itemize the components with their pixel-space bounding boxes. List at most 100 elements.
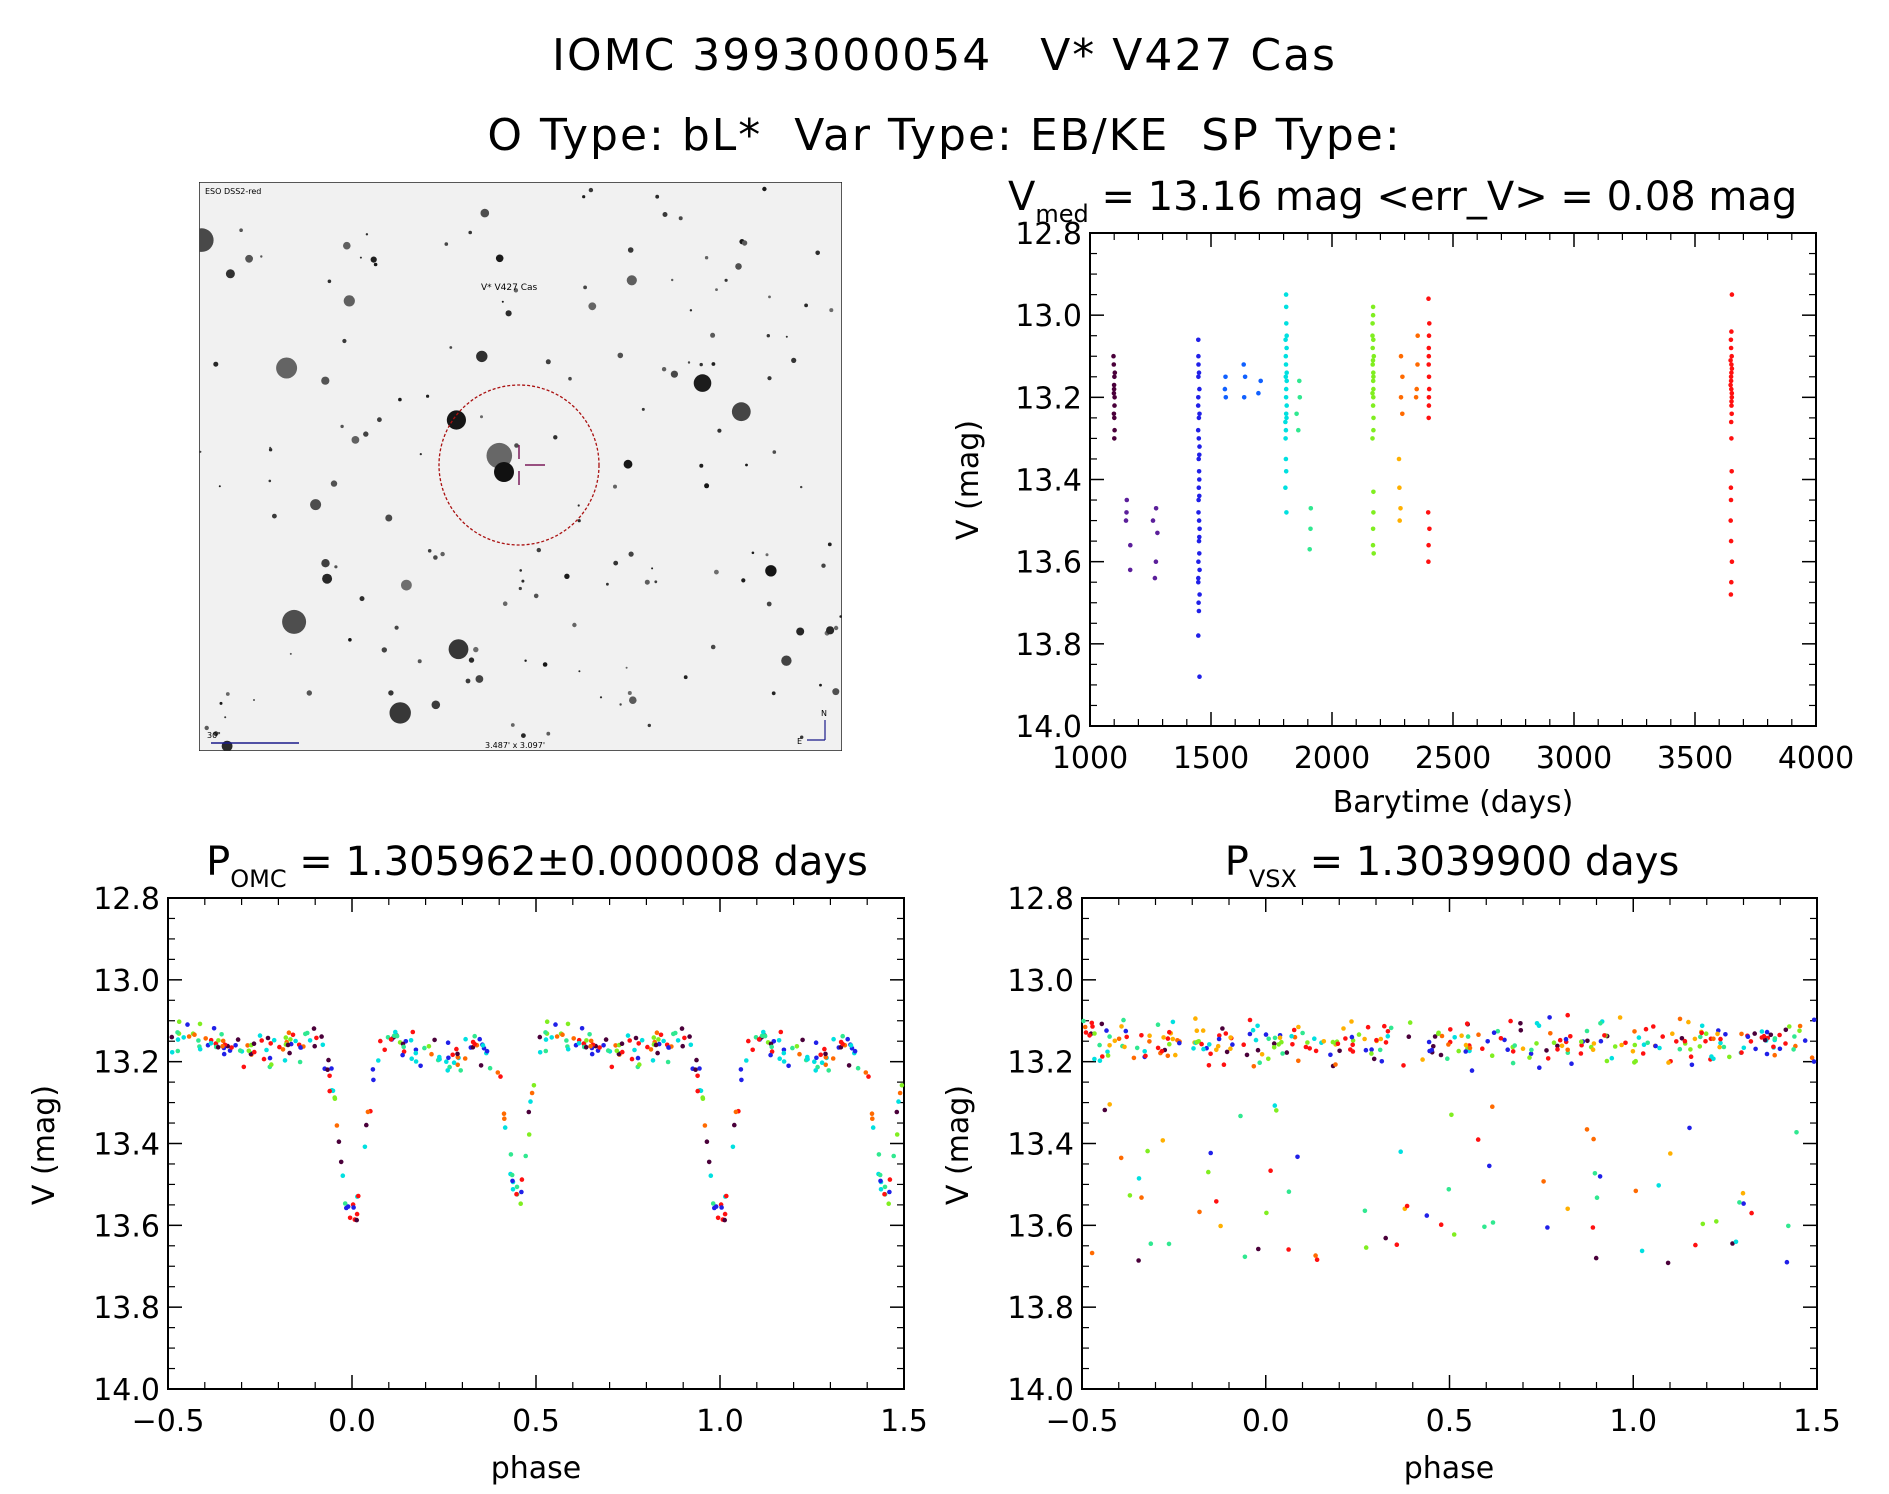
- data-point: [1604, 1058, 1610, 1064]
- data-point: [336, 1139, 342, 1144]
- data-point: [1686, 1019, 1691, 1025]
- data-point: [1165, 1053, 1171, 1059]
- omc-xticks: −0.5 0.0 0.5 1.0 1.5: [132, 898, 928, 1439]
- data-point: [1321, 1039, 1327, 1044]
- data-point: [819, 1060, 825, 1065]
- data-point: [1143, 1053, 1148, 1059]
- data-point: [1398, 353, 1404, 359]
- data-point: [823, 1055, 829, 1060]
- data-point: [1257, 1060, 1262, 1065]
- data-point: [1365, 1024, 1371, 1030]
- data-point: [1283, 395, 1289, 400]
- star: [819, 683, 822, 687]
- data-point: [463, 1036, 468, 1042]
- data-point: [1397, 485, 1402, 491]
- data-point: [1111, 390, 1117, 396]
- ytick-label: 13.6: [1015, 546, 1082, 581]
- data-point: [639, 1037, 645, 1043]
- omc-ylabel: V (mag): [27, 1085, 62, 1205]
- data-point: [1728, 358, 1733, 363]
- data-point: [1748, 1039, 1754, 1044]
- star: [623, 459, 633, 469]
- data-point: [1221, 1062, 1227, 1067]
- omc-yticks: 12.8 13.0 13.2 13.4 13.6 13.8 14.0: [93, 882, 904, 1408]
- data-point: [370, 1067, 376, 1072]
- data-point: [1578, 1051, 1584, 1056]
- data-point: [1363, 1245, 1369, 1250]
- star: [626, 275, 637, 286]
- data-point: [1728, 345, 1734, 351]
- data-point: [1772, 1036, 1778, 1041]
- data-point: [1286, 1247, 1291, 1252]
- data-point: [1194, 1039, 1200, 1045]
- data-point: [1703, 1039, 1708, 1044]
- ytick-label: 14.0: [1007, 1373, 1074, 1408]
- data-point: [1228, 1046, 1233, 1051]
- star: [351, 436, 360, 444]
- data-point: [620, 1049, 625, 1055]
- star: [765, 565, 777, 577]
- data-point: [1197, 592, 1202, 597]
- data-point: [679, 1026, 685, 1031]
- data-point: [1100, 1054, 1105, 1059]
- data-point: [418, 1063, 423, 1069]
- data-point: [1142, 1049, 1147, 1054]
- data-point: [1371, 337, 1376, 343]
- data-point: [700, 1096, 706, 1101]
- data-point: [1253, 1037, 1259, 1043]
- data-point: [846, 1063, 852, 1068]
- ytick-label: 13.8: [1015, 628, 1082, 663]
- data-point: [1370, 333, 1375, 339]
- data-point: [1283, 469, 1289, 474]
- data-point: [1362, 1208, 1368, 1214]
- star: [359, 596, 365, 602]
- data-point: [1370, 362, 1375, 367]
- data-point: [1122, 1044, 1127, 1050]
- star: [199, 450, 202, 453]
- data-point: [1786, 1223, 1791, 1229]
- data-point: [1371, 489, 1376, 495]
- data-point: [1283, 419, 1288, 425]
- data-point: [237, 1048, 243, 1053]
- data-point: [1420, 1057, 1425, 1062]
- data-point: [1112, 374, 1117, 380]
- ytick-label: 12.8: [93, 882, 160, 917]
- data-point: [730, 1144, 736, 1150]
- data-point: [1264, 1210, 1269, 1216]
- data-point: [526, 1132, 532, 1137]
- star: [785, 335, 788, 338]
- data-point: [1283, 337, 1288, 343]
- data-point: [1284, 510, 1289, 515]
- data-point: [1565, 1012, 1570, 1018]
- object-type-line: O Type: bL* Var Type: EB/KE SP Type:: [487, 110, 1402, 161]
- data-point: [1398, 395, 1404, 400]
- data-point: [197, 1021, 203, 1027]
- data-point: [518, 1201, 523, 1206]
- data-point: [1438, 1222, 1444, 1227]
- data-point: [680, 1043, 685, 1049]
- data-point: [1370, 321, 1375, 326]
- data-point: [1413, 395, 1419, 400]
- xtick-label: 1.5: [880, 1404, 928, 1439]
- data-point: [1592, 1171, 1598, 1176]
- data-point: [1217, 1033, 1222, 1038]
- data-point: [1155, 530, 1160, 536]
- ytick-label: 13.4: [1007, 1128, 1074, 1163]
- star: [627, 247, 634, 253]
- data-point: [1700, 1221, 1706, 1227]
- data-point: [241, 1064, 247, 1070]
- data-point: [450, 1052, 456, 1058]
- data-point: [426, 1044, 432, 1049]
- data-point: [1584, 1028, 1590, 1034]
- star: [473, 646, 479, 653]
- data-point: [878, 1178, 883, 1184]
- data-point: [1196, 575, 1201, 581]
- star: [629, 696, 637, 704]
- data-point: [175, 1037, 181, 1042]
- data-point: [1218, 1223, 1223, 1229]
- data-point: [197, 1046, 203, 1052]
- data-point: [1370, 358, 1376, 363]
- data-point: [1727, 1054, 1732, 1060]
- star: [553, 435, 558, 440]
- data-point: [1196, 456, 1201, 462]
